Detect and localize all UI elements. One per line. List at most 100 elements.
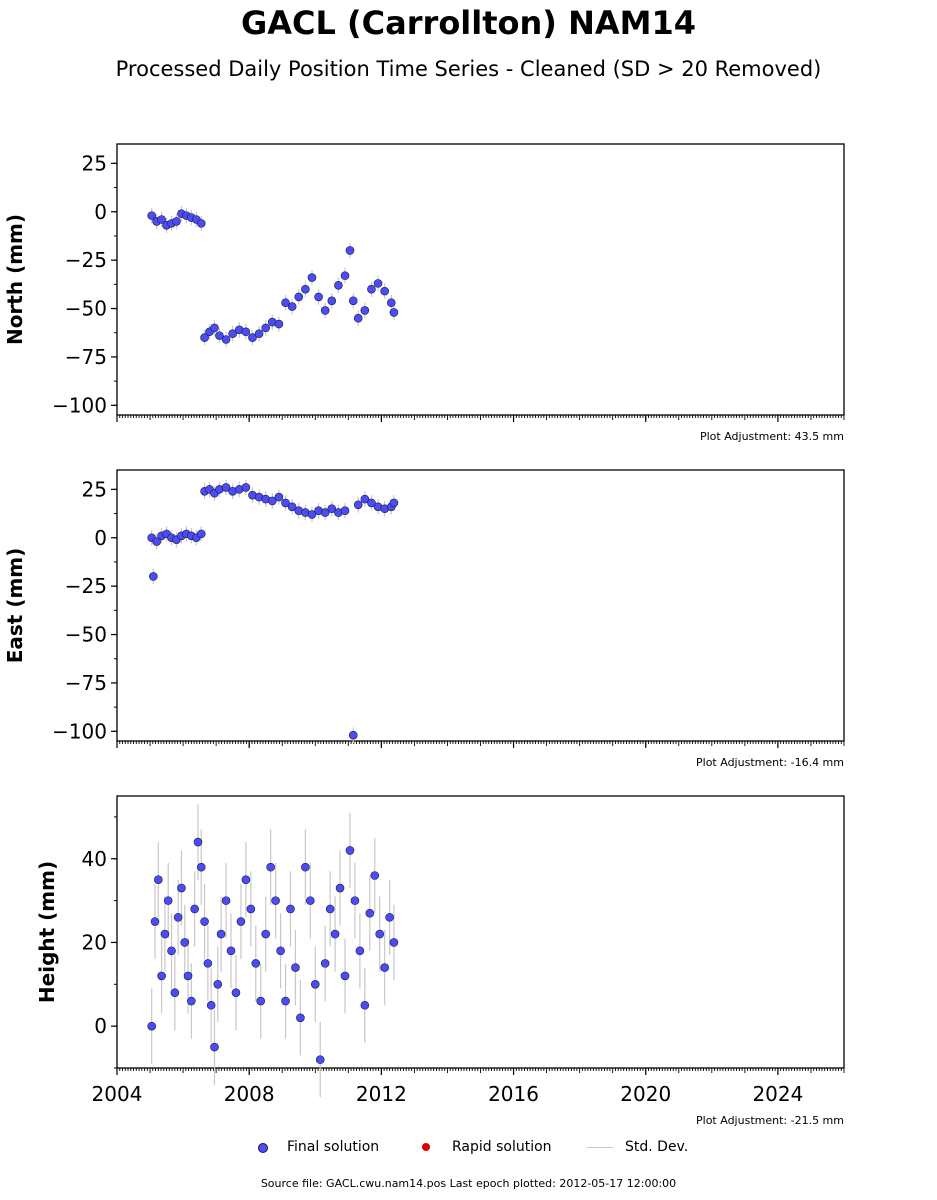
panel-2: 25 0 −25 −50 −75 −100 East (mm) Plot Adjustment… (3, 469, 845, 769)
data-point (216, 929, 226, 939)
data-point (340, 506, 350, 515)
data-point (248, 333, 257, 342)
y-tick-label: 20 (82, 930, 107, 954)
data-point (380, 286, 389, 296)
x-tick-label: 2008 (224, 1082, 275, 1106)
axes-frame (116, 469, 845, 742)
data-point (320, 508, 330, 517)
data-point (307, 510, 317, 519)
data-point (157, 215, 166, 224)
data-point (254, 329, 264, 339)
x-tick-label: 2024 (752, 1082, 803, 1106)
data-point (345, 846, 355, 855)
data-point (340, 971, 350, 981)
y-tick-label: −50 (65, 623, 107, 647)
data-point (315, 1055, 325, 1064)
data-point (177, 883, 186, 893)
data-point (375, 929, 385, 939)
data-point (210, 1042, 219, 1052)
y-axis-label: Height (mm) (35, 861, 59, 1003)
data-point (360, 1000, 370, 1010)
panel-1: 25 0 −25 −50 −75 −100 North (mm) Plot Adjustmen… (3, 143, 845, 443)
data-point (200, 333, 209, 342)
data-point (286, 904, 295, 914)
data-point (152, 537, 161, 546)
data-point (268, 496, 277, 506)
data-point (149, 572, 158, 581)
x-tick-label: 2020 (620, 1082, 671, 1106)
data-point (167, 946, 176, 956)
data-point (236, 917, 246, 926)
data-point (327, 296, 337, 306)
data-point (345, 246, 355, 255)
data-point (314, 292, 323, 302)
data-point (251, 959, 261, 968)
data-point (350, 896, 360, 905)
data-point (196, 862, 206, 872)
data-point (327, 504, 337, 514)
panel-3: 40 20 0 2004 2008 2012 2016 2020 2024 Height (mm)… (35, 795, 845, 1127)
plot-adjustment-note: Plot Adjustment: -16.4 mm (696, 756, 844, 769)
chart-title: GACL (Carrollton) NAM14 (241, 4, 696, 42)
data-point (160, 929, 170, 939)
data-point (306, 896, 315, 905)
y-tick-label: 40 (82, 847, 107, 871)
data-point (163, 896, 173, 905)
x-tick-label: 2016 (488, 1082, 539, 1106)
rapid-solution-marker (422, 1143, 430, 1151)
data-point (261, 929, 271, 939)
data-point (370, 871, 380, 880)
data-point (187, 996, 196, 1006)
data-point (172, 217, 181, 226)
data-point (147, 211, 156, 220)
data-point (154, 875, 163, 884)
data-point (193, 837, 203, 847)
data-point (271, 896, 280, 905)
y-tick-label: −25 (65, 248, 107, 272)
y-tick-label: −75 (65, 671, 107, 695)
y-tick-label: 0 (94, 200, 107, 224)
data-point (320, 306, 330, 315)
data-point (287, 302, 297, 311)
y-tick-label: 25 (82, 477, 107, 501)
data-point (203, 959, 213, 968)
data-point (246, 904, 256, 914)
data-point (274, 492, 284, 502)
data-point (301, 284, 310, 294)
data-point (310, 980, 320, 989)
data-point (380, 963, 389, 972)
data-point (241, 875, 251, 884)
data-point (389, 938, 399, 947)
data-point (261, 323, 271, 333)
data-point (276, 946, 285, 956)
final-solution-marker (258, 1143, 268, 1153)
data-point (389, 308, 399, 317)
data-point (360, 306, 370, 315)
std-dev-line-marker (587, 1147, 613, 1148)
y-tick-label: 0 (94, 526, 107, 550)
data-point (373, 279, 383, 288)
plot-adjustment-note: Plot Adjustment: -21.5 mm (696, 1114, 844, 1127)
data-point (353, 500, 363, 510)
x-tick-label: 2004 (92, 1082, 143, 1106)
legend-rapid-label: Rapid solution (452, 1139, 552, 1155)
data-point (274, 319, 284, 329)
data-point (173, 913, 183, 922)
data-point (385, 913, 394, 922)
y-tick-label: −25 (65, 574, 107, 598)
y-tick-label: 0 (94, 1014, 107, 1038)
data-point (294, 292, 304, 302)
y-tick-label: −50 (65, 297, 107, 321)
data-point (210, 323, 219, 333)
data-point (287, 502, 297, 512)
data-point (325, 904, 335, 914)
chart-subtitle: Processed Daily Position Time Series - C… (115, 57, 822, 81)
data-point (228, 329, 237, 339)
data-point (348, 730, 358, 740)
data-point (196, 219, 206, 228)
data-point (334, 281, 343, 290)
data-point (367, 498, 376, 508)
data-point (340, 271, 350, 280)
y-tick-label: −75 (65, 345, 107, 369)
data-point (213, 980, 223, 989)
